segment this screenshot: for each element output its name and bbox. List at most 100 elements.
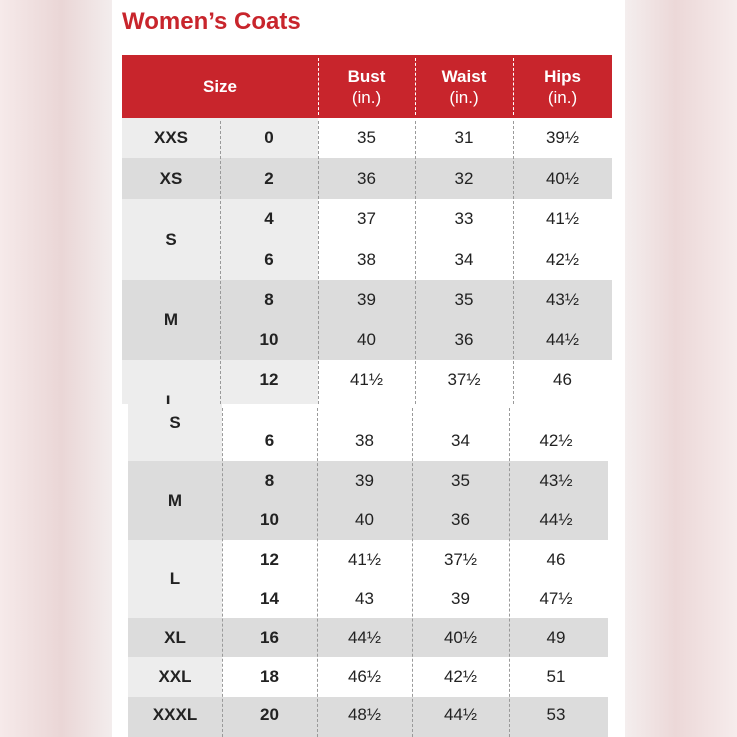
header-hips-unit: (in.) <box>547 87 578 107</box>
waist-value: 39 <box>451 588 470 608</box>
size-number: 10 <box>260 510 279 529</box>
bust-value: 39 <box>355 470 374 490</box>
waist-value: 37½ <box>443 549 478 569</box>
column-divider <box>317 408 318 737</box>
background-left <box>0 0 112 737</box>
hips-value: 40½ <box>545 168 580 188</box>
header-hips: Hips (in.) <box>513 55 612 118</box>
size-number: 16 <box>260 627 279 647</box>
size-number: 8 <box>264 470 275 490</box>
size-label: M <box>163 310 179 329</box>
bust-value: 38 <box>357 249 376 269</box>
waist-value: 31 <box>454 128 474 147</box>
hips-value: 42½ <box>539 431 573 450</box>
column-divider <box>222 408 223 737</box>
size-number: 12 <box>260 549 279 569</box>
bust-value: 41½ <box>347 549 382 569</box>
hips-value: 43½ <box>545 290 580 309</box>
bust-value: 40 <box>357 330 376 349</box>
bust-value: 44½ <box>347 627 382 647</box>
column-divider <box>412 408 413 737</box>
bust-value: 39 <box>357 290 376 309</box>
size-label: M <box>167 490 183 510</box>
size-number: 8 <box>264 290 274 309</box>
row-band <box>122 280 612 360</box>
column-divider <box>509 408 510 737</box>
size-label: XXL <box>158 667 192 686</box>
waist-value: 36 <box>451 510 470 529</box>
size-label: XS <box>159 168 183 188</box>
bust-value: 40 <box>355 510 374 529</box>
size-number: 0 <box>264 128 274 147</box>
header-waist-unit: (in.) <box>449 87 479 107</box>
chart-title: Women’s Coats <box>122 8 301 35</box>
size-number: 6 <box>264 249 274 269</box>
header-waist-label: Waist <box>441 66 487 86</box>
row-band <box>122 158 612 199</box>
size-number: 12 <box>259 370 279 389</box>
hips-value: 44½ <box>539 510 573 529</box>
row-band <box>128 697 608 737</box>
bust-value: 48½ <box>347 705 382 724</box>
hips-value: 46 <box>553 370 572 389</box>
hips-value: 53 <box>546 705 566 724</box>
waist-value: 40½ <box>443 627 478 647</box>
size-number: 18 <box>260 667 279 686</box>
size-number: 2 <box>264 168 274 188</box>
waist-value: 33 <box>454 209 474 228</box>
size-number: 20 <box>260 705 279 724</box>
size-label: XXS <box>153 128 189 147</box>
size-label-clipped: L <box>165 392 177 411</box>
size-number: 6 <box>264 431 275 450</box>
header-divider <box>318 58 319 115</box>
hips-value: 41½ <box>545 209 580 228</box>
waist-value: 34 <box>454 249 474 269</box>
waist-value: 37½ <box>447 370 481 389</box>
background-right <box>625 0 737 737</box>
header-divider <box>415 58 416 115</box>
hips-value: 47½ <box>539 588 573 608</box>
waist-value: 36 <box>454 330 474 349</box>
hips-value: 49 <box>546 627 566 647</box>
hips-value: 39½ <box>545 128 580 147</box>
waist-value: 44½ <box>443 705 478 724</box>
hips-value: 46 <box>546 549 566 569</box>
size-label: L <box>169 569 181 588</box>
column-divider <box>513 121 514 404</box>
bust-value: 43 <box>355 588 374 608</box>
size-label: S <box>169 413 181 432</box>
bust-value: 36 <box>357 168 376 188</box>
row-band <box>128 618 608 657</box>
waist-value: 42½ <box>443 667 478 686</box>
row-band <box>128 540 222 618</box>
header-bust: Bust (in.) <box>318 55 415 118</box>
header-waist: Waist (in.) <box>415 55 513 118</box>
header-bust-label: Bust <box>347 66 386 86</box>
size-number: 14 <box>260 588 279 608</box>
column-divider <box>415 121 416 404</box>
header-bust-unit: (in.) <box>351 87 382 107</box>
header-hips-label: Hips <box>544 66 581 86</box>
bust-value: 41½ <box>349 370 384 389</box>
waist-value: 35 <box>454 290 474 309</box>
size-label: S <box>165 229 177 249</box>
waist-value: 34 <box>451 431 470 450</box>
size-number: 10 <box>259 330 279 349</box>
hips-value: 43½ <box>539 470 573 490</box>
waist-value: 35 <box>451 470 470 490</box>
row-band <box>128 461 608 540</box>
bust-value: 35 <box>357 128 376 147</box>
row-band <box>128 657 222 697</box>
table-header <box>122 55 612 118</box>
bust-value: 37 <box>357 209 376 228</box>
column-divider <box>318 121 319 404</box>
hips-value: 51 <box>546 667 566 686</box>
size-label: XL <box>164 627 186 647</box>
waist-value: 32 <box>454 168 474 188</box>
size-label: XXXL <box>152 705 198 724</box>
size-number: 4 <box>264 209 274 228</box>
header-size-label: Size <box>202 77 238 96</box>
hips-value: 44½ <box>545 330 580 349</box>
header-size: Size <box>122 55 318 118</box>
bust-value: 46½ <box>347 667 382 686</box>
